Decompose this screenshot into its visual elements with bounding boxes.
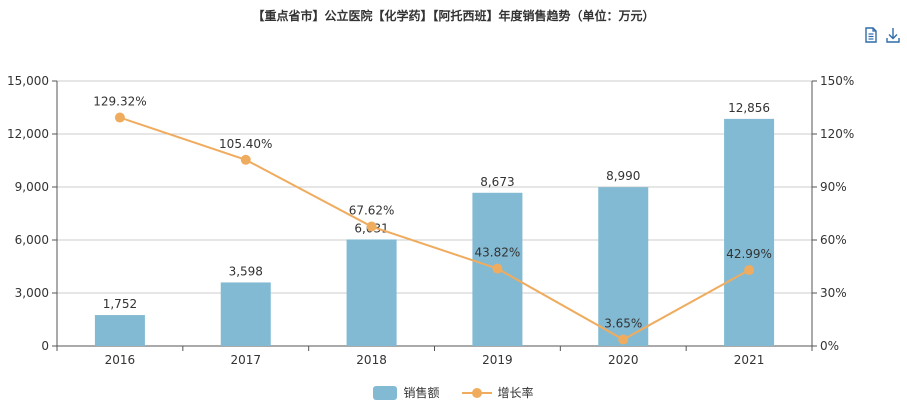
y-left-tick-label: 9,000 — [15, 180, 49, 194]
y-right-tick-label: 120% — [820, 127, 854, 141]
growth-label: 3.65% — [604, 317, 642, 331]
growth-point — [744, 265, 755, 276]
bar-label: 3,598 — [229, 264, 263, 278]
bar-label: 1,752 — [103, 297, 137, 311]
x-tick-label: 2017 — [230, 353, 261, 367]
x-tick-label: 2016 — [105, 353, 136, 367]
chart-title: 【重点省市】公立医院【化学药】【阿托西班】年度销售趋势（单位：万元） — [252, 9, 655, 23]
bar-label: 12,856 — [728, 101, 770, 115]
bar — [346, 239, 397, 346]
y-right-tick-label: 60% — [820, 233, 847, 247]
legend: 销售额 增长率 — [0, 384, 907, 401]
legend-label-growth: 增长率 — [497, 386, 534, 400]
y-right-tick-label: 30% — [820, 286, 847, 300]
bar — [94, 315, 145, 346]
y-left-tick-label: 15,000 — [7, 74, 49, 88]
growth-label: 105.40% — [219, 137, 272, 151]
x-tick-label: 2018 — [356, 353, 387, 367]
document-icon[interactable] — [862, 26, 880, 44]
y-left-tick-label: 0 — [41, 339, 49, 353]
sales-combo-chart: 0 3,000 6,000 9,000 12,000 15,000 0% 30% 60% 90% 1… — [7, 74, 854, 367]
growth-label: 42.99% — [726, 247, 772, 261]
growth-label: 67.62% — [349, 204, 395, 218]
growth-label: 43.82% — [475, 246, 521, 260]
growth-point — [618, 334, 629, 345]
growth-point — [240, 154, 251, 165]
growth-point — [492, 263, 503, 274]
y-left-tick-label: 3,000 — [15, 286, 49, 300]
y-left-tick-label: 6,000 — [15, 233, 49, 247]
bar — [724, 118, 775, 346]
growth-point — [114, 112, 125, 123]
legend-item-growth[interactable]: 增长率 — [461, 384, 534, 401]
download-icon[interactable] — [884, 26, 902, 44]
legend-item-sales[interactable]: 销售额 — [373, 384, 440, 401]
y-left-tick-label: 12,000 — [7, 127, 49, 141]
y-right-tick-label: 90% — [820, 180, 847, 194]
bar — [598, 187, 649, 346]
bar-label: 8,673 — [480, 175, 514, 189]
y-right-tick-label: 0% — [820, 339, 839, 353]
growth-label: 129.32% — [93, 95, 146, 109]
bar-label: 8,990 — [606, 169, 640, 183]
x-tick-label: 2020 — [608, 353, 639, 367]
legend-bar-swatch — [373, 385, 398, 400]
growth-line — [119, 116, 750, 341]
bar — [220, 282, 271, 346]
x-tick-label: 2021 — [734, 353, 765, 367]
legend-label-sales: 销售额 — [403, 386, 440, 400]
x-tick-label: 2019 — [482, 353, 513, 367]
y-right-tick-label: 150% — [820, 74, 854, 88]
growth-point — [366, 221, 377, 232]
legend-line-swatch — [461, 386, 492, 400]
